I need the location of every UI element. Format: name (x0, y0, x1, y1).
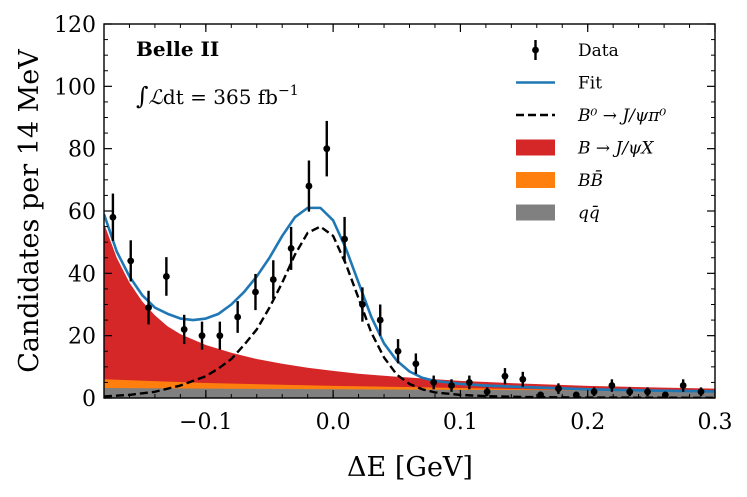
data-point (412, 353, 420, 375)
data-point (644, 387, 651, 397)
data-point (127, 240, 135, 282)
data-point (216, 321, 224, 350)
data-point (697, 387, 705, 397)
data-point (608, 379, 616, 392)
signal-dashed-line (104, 225, 715, 398)
legend-entry: qq̄ (516, 204, 600, 224)
data-point (109, 193, 117, 241)
luminosity-exponent: −1 (278, 83, 299, 99)
x-tick-label: 0.3 (698, 410, 733, 435)
x-tick-label: 0.2 (570, 410, 605, 435)
data-point (483, 387, 491, 397)
y-tick-label: 60 (68, 200, 96, 225)
data-point (590, 387, 598, 397)
y-tick-label: 20 (68, 325, 96, 350)
data-point (162, 257, 170, 296)
luminosity-label: ∫ℒdt = 365 fb−1 (136, 82, 299, 110)
legend-label: BB̄ (577, 169, 603, 191)
y-tick-label: 120 (54, 13, 96, 38)
data-point (252, 273, 259, 311)
data-point (555, 383, 562, 394)
x-axis-label: ΔE [GeV] (347, 452, 473, 483)
data-points (109, 120, 705, 399)
x-tick-label: 0.0 (316, 410, 351, 435)
luminosity-value: = 365 fb (184, 85, 278, 109)
legend-entry: BB̄ (516, 169, 603, 191)
y-axis-label: Candidates per 14 MeV (14, 49, 45, 373)
data-point (376, 304, 384, 336)
data-point (572, 391, 580, 399)
y-tick-label: 0 (82, 387, 96, 412)
legend-label: Data (578, 41, 619, 61)
data-point (323, 120, 331, 177)
data-point (305, 160, 313, 212)
data-point (180, 314, 188, 345)
tick-labels: −0.1 0.0 0.1 0.2 0.3 0 20 40 60 80 100 120 (54, 13, 733, 435)
data-point (537, 391, 545, 399)
data-point (626, 387, 634, 397)
data-point (341, 216, 348, 262)
data-point (359, 287, 366, 322)
data-point (394, 339, 402, 364)
y-tick-label: 100 (54, 75, 96, 100)
legend-entry: B⁰ → J/ψπ⁰ (516, 106, 666, 126)
data-point (234, 301, 242, 333)
data-point (198, 321, 206, 350)
experiment-label: Belle II (136, 37, 219, 61)
data-point (519, 371, 527, 387)
axis-ticks (103, 23, 716, 399)
data-point (145, 290, 152, 325)
legend-label: Fit (578, 74, 602, 94)
data-point (661, 391, 669, 399)
luminosity-symbol: ℒ (149, 85, 164, 109)
legend-entry: B → J/ψX (516, 139, 654, 159)
legend-label: qq̄ (578, 204, 600, 224)
legend-label: B⁰ → J/ψπ⁰ (577, 106, 666, 126)
data-point (679, 379, 687, 392)
x-tick-label: −0.1 (179, 410, 232, 435)
data-point (501, 368, 509, 385)
data-point (465, 375, 473, 390)
data-point (269, 260, 277, 299)
y-tick-label: 40 (68, 262, 96, 287)
legend-label: B → J/ψX (577, 139, 654, 159)
data-point (430, 375, 438, 390)
integral-sign: ∫ (136, 82, 149, 110)
area-0 (104, 223, 715, 398)
legend: Data Fit B⁰ → J/ψπ⁰ B → J/ψX BB̄ qq̄ (516, 40, 666, 224)
svg-text:∫ℒdt = 365 fb−1: ∫ℒdt = 365 fb−1 (136, 82, 299, 110)
x-tick-label: 0.1 (443, 410, 478, 435)
luminosity-dt: dt (163, 85, 184, 109)
legend-entry: Fit (516, 74, 602, 94)
data-point (448, 379, 455, 392)
data-point (287, 226, 295, 270)
legend-entry: Data (532, 40, 619, 61)
y-tick-label: 80 (68, 138, 96, 163)
